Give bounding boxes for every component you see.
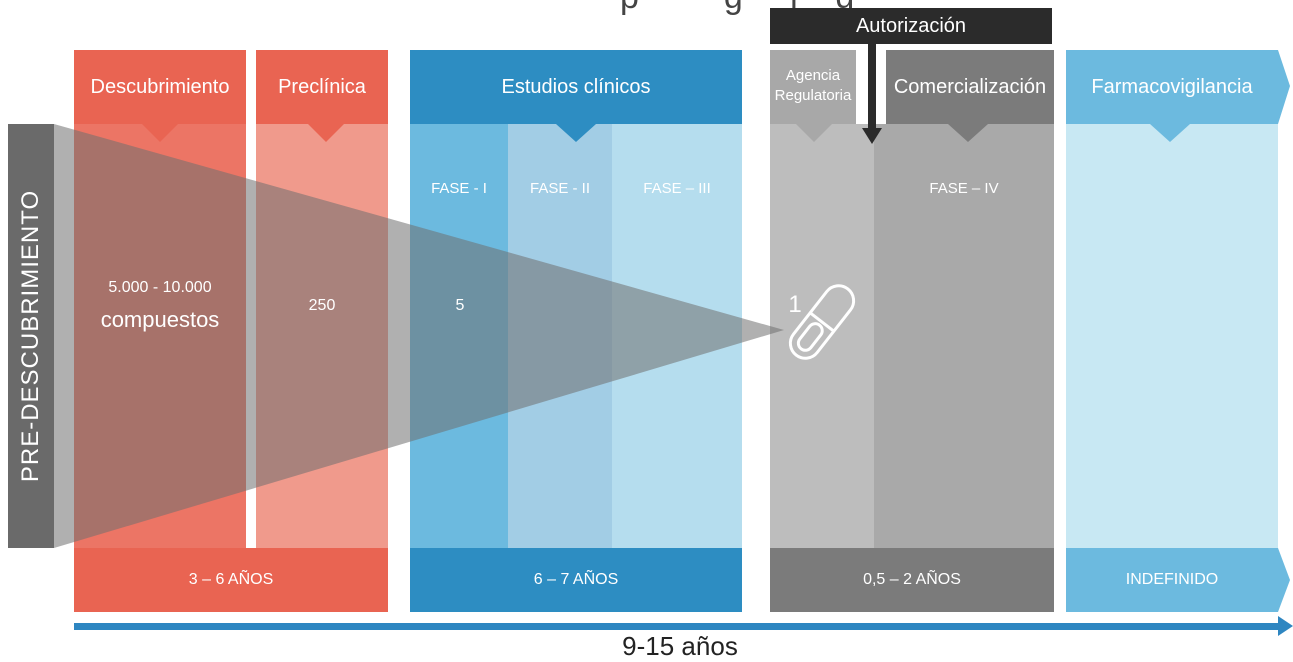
timeline-line (74, 623, 1280, 630)
duration-bar-cyan (1066, 548, 1290, 612)
header-comercializacion-shape (886, 50, 1054, 142)
duration-bar-red (74, 548, 388, 612)
approved-count: 1 (788, 291, 802, 318)
duration-bar-blue (410, 548, 742, 612)
phase4-label: FASE – IV (929, 179, 999, 197)
preclinical-count: 250 (308, 297, 336, 314)
discovery-unit: compuestos (100, 307, 220, 332)
capsule-icon (788, 284, 856, 360)
header-comercializacion: Comercialización (893, 75, 1047, 98)
header-farmacovigilancia-shape (1066, 50, 1290, 142)
pre-discovery-bar (8, 124, 54, 548)
phase2-label: FASE - II (529, 179, 590, 197)
header-preclinica-shape (256, 50, 388, 142)
phase1-label: FASE - I (431, 179, 487, 197)
phase3-label: FASE – III (643, 179, 711, 197)
clinical-count: 5 (455, 297, 465, 314)
regulatory-column (770, 124, 874, 548)
discovery-range: 5.000 - 10.000 (108, 279, 212, 296)
duration-discovery-preclinical: 3 – 6 AÑOS (188, 571, 274, 588)
funnel-triangle (54, 124, 784, 548)
header-estudios-clinicos: Estudios clínicos (501, 75, 651, 98)
header-descubrimiento-shape (74, 50, 246, 142)
duration-pharmacovigilance: INDEFINIDO (1125, 571, 1219, 588)
down-arrow-icon (868, 44, 876, 130)
authorization-label: Autorización (770, 8, 1052, 44)
header-preclinica: Preclínica (278, 75, 366, 98)
commercial-column (874, 124, 1054, 548)
header-estudios-shape (410, 50, 742, 142)
duration-bar-gray (770, 548, 1054, 612)
pharmacovigilance-column (1066, 124, 1278, 548)
header-agencia-shape (770, 50, 856, 142)
timeline-arrowhead (1278, 616, 1293, 636)
header-agencia-regulatoria: Agencia Regulatoria (774, 67, 852, 104)
duration-clinical: 6 – 7 AÑOS (533, 571, 619, 588)
pre-discovery-label: PRE-DESCUBRIMIENTO (17, 189, 44, 483)
header-descubrimiento: Descubrimiento (90, 75, 230, 98)
header-farmacovigilancia: Farmacovigilancia (1091, 75, 1253, 98)
total-duration: 9-15 años (622, 630, 738, 661)
duration-regulatory-commercial: 0,5 – 2 AÑOS (863, 571, 961, 588)
